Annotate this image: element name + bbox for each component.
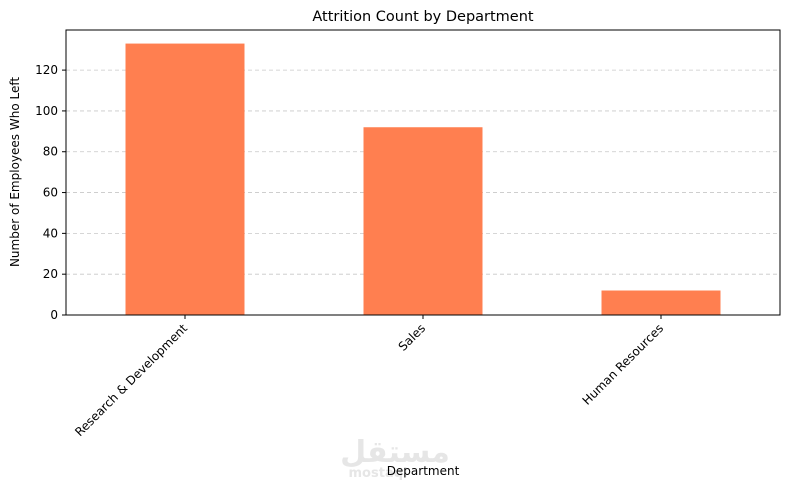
x-axis-label: Department [387,464,460,478]
y-tick-label: 20 [43,267,58,281]
y-tick-label: 80 [43,145,58,159]
x-tick-label: Human Resources [580,321,667,408]
watermark-logo: مستقل mostaql [340,435,450,481]
y-axis: 0 20 40 60 80 100 120 [35,63,66,322]
x-tick-label: Research & Development [72,321,190,439]
y-tick-label: 120 [35,63,58,77]
bar [363,127,483,315]
chart-title: Attrition Count by Department [312,9,534,25]
x-axis: Research & Development Sales Human Resourc… [72,315,666,439]
y-axis-label: Number of Employees Who Left [8,77,22,267]
y-tick-label: 40 [43,226,58,240]
x-tick-label: Sales [396,321,428,353]
y-tick-label: 100 [35,104,58,118]
bars [125,43,721,315]
watermark-latin: mostaql [349,466,408,481]
bar [601,290,721,315]
watermark-arabic: مستقل [340,435,450,470]
y-tick-label: 0 [50,308,58,322]
y-tick-label: 60 [43,186,58,200]
bar [125,43,245,315]
